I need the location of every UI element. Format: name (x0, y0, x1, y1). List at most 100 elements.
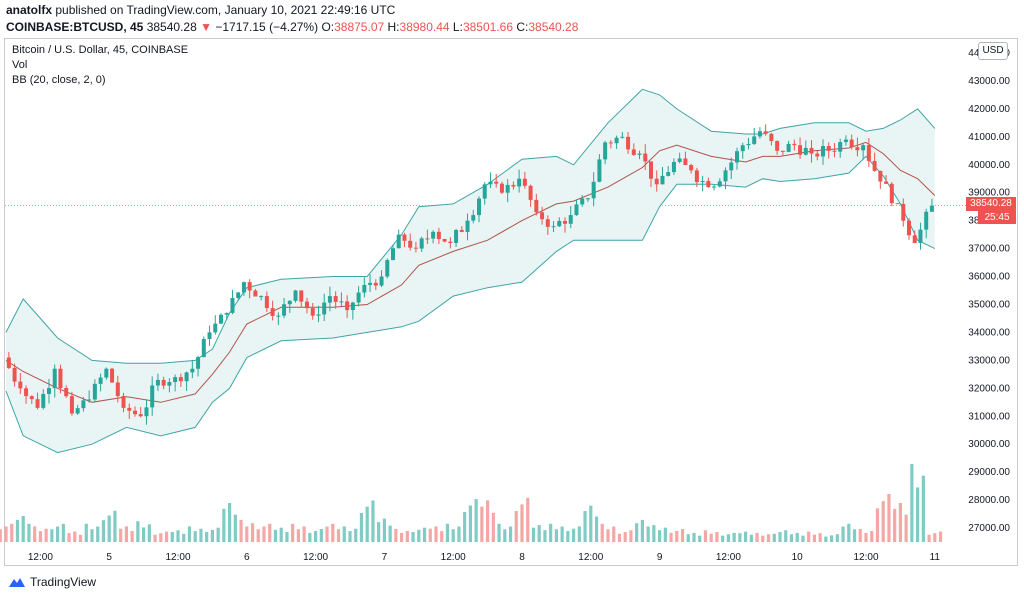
volume-bar (400, 532, 404, 542)
volume-bar (331, 523, 335, 542)
currency-button[interactable]: USD (978, 42, 1008, 60)
candle-body (545, 219, 550, 227)
volume-bar (658, 530, 662, 542)
candle-body (488, 181, 493, 185)
volume-bar (749, 534, 753, 542)
candle-body (849, 139, 854, 148)
volume-bar (377, 522, 381, 542)
volume-bar (250, 523, 255, 542)
legend-title[interactable]: Bitcoin / U.S. Dollar, 45, COINBASE (12, 44, 189, 56)
candle-body (608, 142, 613, 144)
candle-body (494, 181, 499, 184)
volume-bar (457, 526, 461, 542)
volume-bar (124, 526, 128, 542)
volume-bar (170, 532, 174, 542)
candle-body (798, 145, 803, 155)
volume-bar (4, 526, 8, 542)
candle-body (689, 165, 694, 171)
volume-bar (537, 525, 541, 542)
volume-bar (858, 529, 862, 542)
volume-bar (875, 508, 880, 542)
price-change: −1717.15 (−4.27%) (215, 20, 319, 34)
x-tick-label: 7 (382, 552, 388, 563)
candle-body (752, 136, 757, 144)
candle-body (477, 198, 481, 216)
candle-body (884, 181, 889, 184)
volume-bar (33, 526, 37, 542)
candle-body (454, 229, 459, 243)
volume-bar (703, 530, 708, 542)
candle-body (144, 407, 149, 417)
candle-body (431, 231, 436, 239)
y-tick-label: 33000.00 (968, 355, 1010, 366)
candle-body (18, 381, 23, 389)
candle-body (41, 393, 46, 408)
volume-bar (818, 533, 822, 542)
candle-body (29, 396, 34, 400)
volume-bar (830, 535, 834, 542)
volume-bar (451, 529, 455, 542)
candle-body (626, 136, 631, 150)
volume-bar (686, 534, 690, 542)
volume-bar (629, 530, 633, 542)
candle-body (241, 282, 246, 293)
volume-bar (640, 519, 644, 542)
candle-body (901, 203, 906, 221)
candle-body (58, 368, 63, 388)
volume-bar (96, 526, 100, 542)
volume-bar (761, 535, 765, 542)
high-label: H: (387, 20, 400, 34)
candle-body (47, 388, 51, 394)
candle-body (826, 146, 831, 151)
legend-bollinger[interactable]: BB (20, close, 2, 0) (12, 74, 106, 86)
x-tick-label: 9 (657, 552, 663, 563)
candle-body (895, 203, 900, 205)
volume-bar (147, 524, 151, 542)
volume-bar (56, 526, 60, 542)
candle-body (666, 172, 671, 176)
candle-body (843, 139, 848, 143)
volume-bar (497, 523, 501, 542)
candle-body (712, 186, 717, 188)
legend-volume[interactable]: Vol (12, 59, 28, 71)
volume-bar (635, 523, 639, 542)
volume-bar (193, 531, 197, 542)
volume-bar (130, 531, 134, 542)
candle-body (459, 229, 464, 232)
volume-bar (486, 500, 490, 542)
volume-bar (0, 529, 2, 542)
candle-body (809, 147, 814, 154)
candle-body (540, 212, 545, 220)
publisher-user[interactable]: anatolfx (6, 3, 53, 17)
volume-bar (205, 531, 209, 542)
volume-bar (543, 530, 547, 542)
candle-body (563, 220, 567, 224)
x-tick-label: 12:00 (28, 552, 53, 563)
volume-bar (692, 532, 696, 542)
last-price: 38540.28 (146, 20, 197, 34)
chart-frame[interactable] (4, 38, 1018, 566)
volume-bar (296, 529, 300, 542)
volume-bar (623, 532, 627, 542)
volume-bar (107, 515, 111, 542)
volume-bar (279, 527, 283, 542)
candle-body (373, 282, 378, 286)
open-label: O: (321, 20, 335, 34)
volume-bar (182, 533, 186, 542)
candle-body (746, 143, 751, 146)
volume-bar (784, 530, 788, 542)
volume-bar (870, 530, 874, 542)
x-tick-label: 8 (519, 552, 525, 563)
candle-body (683, 158, 688, 166)
candle-body (425, 238, 430, 240)
candle-body (597, 159, 602, 182)
y-tick-label: 28000.00 (968, 495, 1010, 506)
candle-body (614, 137, 619, 144)
candle-body (138, 414, 143, 417)
lower-band-line (5, 155, 936, 454)
candle-body (769, 133, 774, 142)
footer-brand[interactable]: TradingView (8, 575, 96, 589)
volume-bar (663, 527, 667, 542)
candle-body (448, 241, 453, 243)
